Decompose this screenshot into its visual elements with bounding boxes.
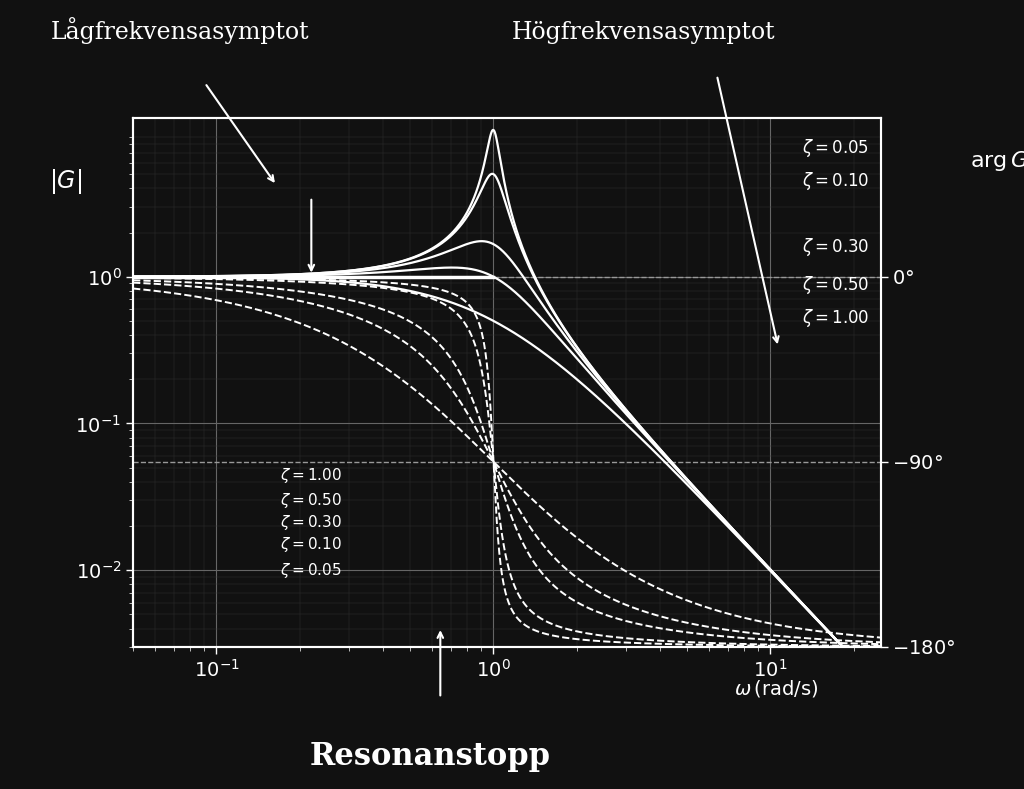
Text: $\zeta = 1.00$: $\zeta = 1.00$	[802, 308, 869, 329]
Text: Lågfrekvensasymptot: Lågfrekvensasymptot	[51, 17, 310, 44]
Text: $\omega\,(\mathrm{rad/s})$: $\omega\,(\mathrm{rad/s})$	[734, 678, 818, 699]
Text: $\zeta = 0.05$: $\zeta = 0.05$	[281, 561, 342, 580]
Text: Resonanstopp: Resonanstopp	[309, 742, 551, 772]
Text: $\zeta = 0.30$: $\zeta = 0.30$	[281, 514, 342, 533]
Text: $\zeta = 0.05$: $\zeta = 0.05$	[802, 137, 869, 159]
Text: $\zeta = 0.10$: $\zeta = 0.10$	[281, 535, 342, 554]
Text: $\zeta = 0.50$: $\zeta = 0.50$	[281, 491, 342, 510]
Text: $\zeta = 0.50$: $\zeta = 0.50$	[802, 274, 869, 296]
Text: $\zeta = 1.00$: $\zeta = 1.00$	[281, 466, 342, 485]
Text: $\zeta = 0.10$: $\zeta = 0.10$	[802, 170, 869, 192]
Text: $\zeta = 0.30$: $\zeta = 0.30$	[802, 236, 869, 258]
Y-axis label: $\arg G$: $\arg G$	[971, 148, 1024, 173]
Text: $|G|$: $|G|$	[49, 167, 83, 196]
Text: Högfrekvensasymptot: Högfrekvensasymptot	[512, 21, 775, 44]
